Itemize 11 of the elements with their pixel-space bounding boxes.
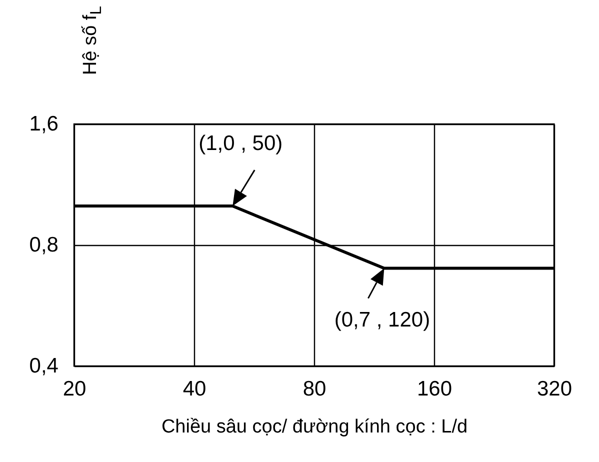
x-tick-label: 20 (62, 378, 86, 400)
y-tick-label: 0,4 (29, 354, 59, 378)
x-tick-label: 320 (536, 378, 572, 400)
y-tick-label: 0,8 (29, 234, 58, 256)
x-axis-title: Chiều sâu cọc/ đường kính cọc : L/d (161, 416, 468, 438)
x-tick-label: 160 (416, 378, 452, 400)
x-tick-label: 40 (182, 378, 206, 400)
annotation: (1,0 , 50) (198, 132, 283, 156)
x-tick-label: 80 (302, 378, 326, 400)
annotation: (0,7 , 120) (334, 308, 430, 332)
y-tick-label: 1,6 (29, 112, 58, 136)
